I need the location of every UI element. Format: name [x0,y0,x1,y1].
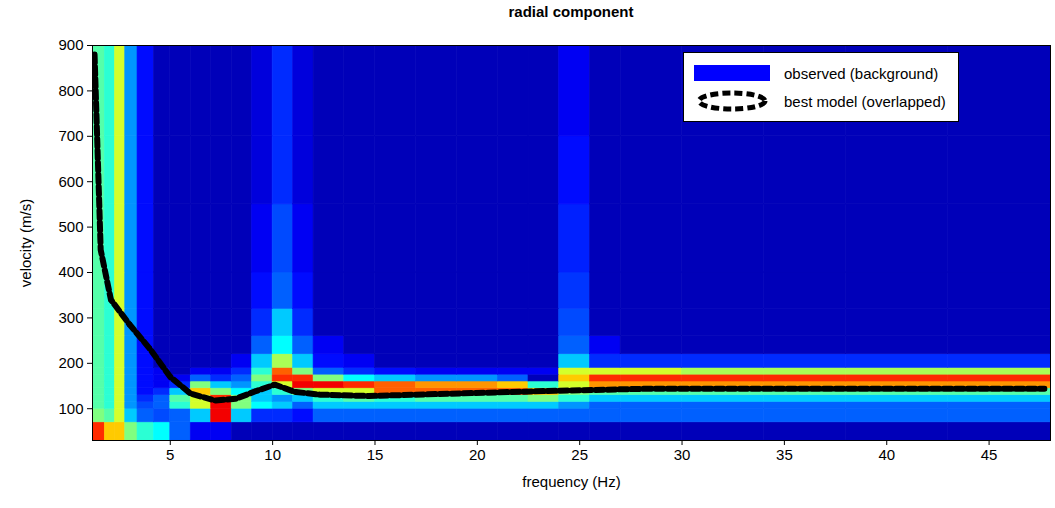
svg-text:25: 25 [571,446,588,463]
svg-text:45: 45 [981,446,998,463]
svg-text:700: 700 [58,127,83,144]
svg-text:35: 35 [776,446,793,463]
svg-text:15: 15 [367,446,384,463]
svg-text:40: 40 [878,446,895,463]
svg-text:30: 30 [674,446,691,463]
html-text:observed (background): observed (background) [784,64,939,82]
svg-text:200: 200 [58,354,83,371]
svg-text:900: 900 [58,36,83,53]
svg-text:300: 300 [58,309,83,326]
svg-text:5: 5 [166,446,174,463]
svg-text:400: 400 [58,263,83,280]
svg-text:100: 100 [58,400,83,417]
svg-text:frequency (Hz): frequency (Hz) [522,473,620,490]
svg-text:10: 10 [264,446,281,463]
html-text:best model (overlapped): best model (overlapped) [784,92,946,110]
svg-text:500: 500 [58,218,83,235]
svg-text:800: 800 [58,82,83,99]
html-text:radial component: radial component [508,3,634,20]
svg-text:20: 20 [469,446,486,463]
svg-text:600: 600 [58,173,83,190]
svg-text:velocity (m/s): velocity (m/s) [17,199,34,287]
